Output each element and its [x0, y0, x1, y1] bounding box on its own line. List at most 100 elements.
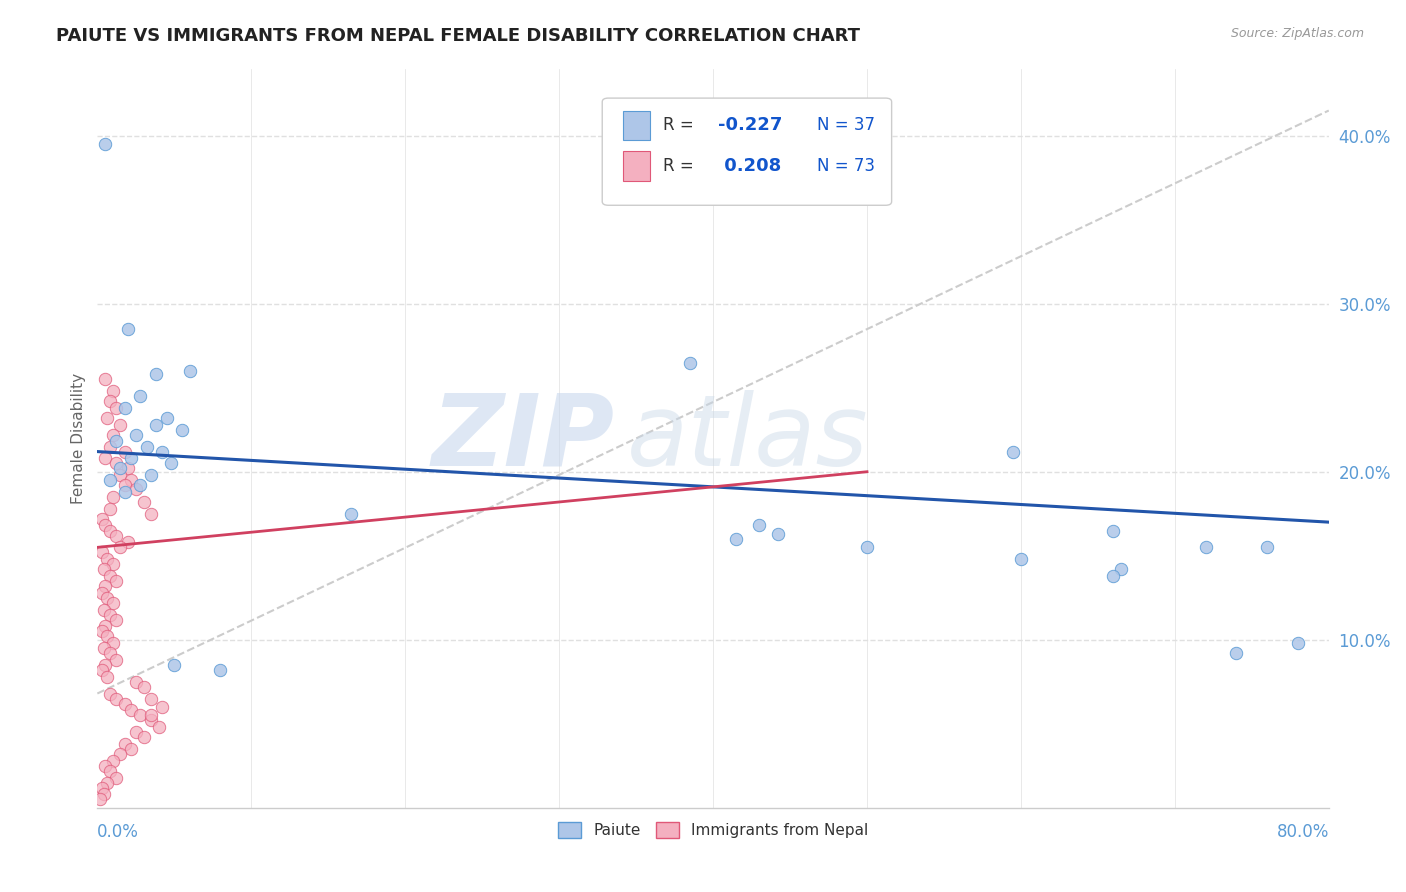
- Point: [110, 541, 132, 555]
- Point: [132, 680, 155, 694]
- Text: PAIUTE VS IMMIGRANTS FROM NEPAL FEMALE DISABILITY CORRELATION CHART: PAIUTE VS IMMIGRANTS FROM NEPAL FEMALE D…: [56, 27, 860, 45]
- Point: [101, 384, 124, 398]
- Text: ZIP: ZIP: [432, 390, 614, 487]
- Point: [129, 708, 152, 723]
- Point: [120, 451, 142, 466]
- Text: Source: ZipAtlas.com: Source: ZipAtlas.com: [1230, 27, 1364, 40]
- Point: [1010, 552, 1032, 566]
- Point: [856, 541, 879, 555]
- Y-axis label: Female Disability: Female Disability: [72, 373, 86, 504]
- Point: [98, 764, 121, 778]
- Point: [98, 686, 121, 700]
- Point: [120, 473, 142, 487]
- Point: [93, 787, 115, 801]
- Point: [725, 532, 748, 546]
- Point: [120, 703, 142, 717]
- Point: [114, 697, 136, 711]
- Point: [125, 427, 148, 442]
- Point: [679, 355, 702, 369]
- Point: [104, 528, 127, 542]
- Point: [94, 657, 117, 672]
- Point: [114, 484, 136, 499]
- Text: -0.227: -0.227: [718, 117, 782, 135]
- Point: [114, 737, 136, 751]
- Point: [96, 552, 118, 566]
- Text: 0.0%: 0.0%: [97, 822, 139, 840]
- Point: [170, 423, 193, 437]
- Point: [94, 758, 117, 772]
- Point: [163, 657, 186, 672]
- Point: [141, 708, 163, 723]
- Point: [114, 401, 136, 415]
- Point: [135, 440, 157, 454]
- Point: [104, 456, 127, 470]
- Point: [94, 372, 117, 386]
- Text: N = 37: N = 37: [817, 117, 875, 135]
- Point: [125, 482, 148, 496]
- Point: [110, 468, 132, 483]
- Point: [94, 137, 117, 152]
- Point: [150, 700, 173, 714]
- Text: R =: R =: [662, 157, 693, 175]
- Point: [117, 461, 139, 475]
- Point: [98, 607, 121, 622]
- FancyBboxPatch shape: [602, 98, 891, 205]
- Point: [96, 670, 118, 684]
- Point: [110, 461, 132, 475]
- Point: [93, 562, 115, 576]
- Point: [96, 775, 118, 789]
- FancyBboxPatch shape: [623, 152, 650, 181]
- Point: [101, 596, 124, 610]
- Text: 0.208: 0.208: [718, 157, 782, 175]
- Point: [1256, 541, 1278, 555]
- Point: [1102, 524, 1125, 538]
- Point: [94, 619, 117, 633]
- Point: [101, 636, 124, 650]
- Point: [91, 663, 114, 677]
- Point: [150, 444, 173, 458]
- Point: [125, 725, 148, 739]
- Point: [145, 368, 167, 382]
- Point: [104, 401, 127, 415]
- Point: [1002, 444, 1025, 458]
- Point: [91, 512, 114, 526]
- Point: [98, 569, 121, 583]
- Point: [104, 653, 127, 667]
- Point: [91, 545, 114, 559]
- Point: [98, 646, 121, 660]
- Point: [132, 495, 155, 509]
- Text: R =: R =: [662, 117, 693, 135]
- Text: N = 73: N = 73: [817, 157, 875, 175]
- Point: [148, 720, 170, 734]
- Point: [98, 440, 121, 454]
- Text: atlas: atlas: [627, 390, 869, 487]
- Point: [766, 527, 789, 541]
- Point: [96, 411, 118, 425]
- Point: [98, 394, 121, 409]
- Point: [1286, 636, 1309, 650]
- Point: [101, 557, 124, 571]
- Point: [104, 434, 127, 449]
- FancyBboxPatch shape: [623, 111, 650, 140]
- Point: [132, 730, 155, 744]
- Point: [98, 501, 121, 516]
- Point: [1102, 569, 1125, 583]
- Point: [89, 792, 111, 806]
- Point: [114, 444, 136, 458]
- Point: [117, 322, 139, 336]
- Point: [98, 524, 121, 538]
- Point: [340, 507, 363, 521]
- Point: [1109, 562, 1132, 576]
- Point: [94, 451, 117, 466]
- Point: [91, 585, 114, 599]
- Point: [101, 754, 124, 768]
- Point: [129, 389, 152, 403]
- Point: [110, 747, 132, 761]
- Point: [94, 518, 117, 533]
- Point: [1225, 646, 1247, 660]
- Legend: Paiute, Immigrants from Nepal: Paiute, Immigrants from Nepal: [553, 816, 875, 845]
- Point: [96, 591, 118, 605]
- Point: [104, 771, 127, 785]
- Point: [748, 518, 770, 533]
- Point: [98, 473, 121, 487]
